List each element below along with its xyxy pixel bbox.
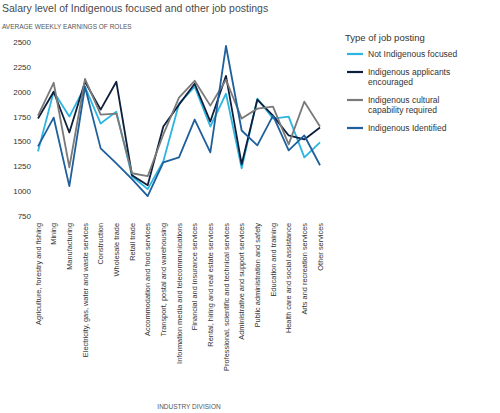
x-axis-label: INDUSTRY DIVISION — [157, 403, 221, 410]
y-tick — [32, 216, 34, 217]
y-tick-label: 2000 — [13, 88, 31, 97]
y-tick-label: 750 — [18, 212, 32, 221]
title: Salary level of Indigenous focused and o… — [2, 2, 268, 14]
x-tick-label: Manufacturing — [65, 223, 74, 270]
x-tick-label: Health care and social assistance — [284, 223, 293, 333]
y-tick — [32, 166, 34, 167]
x-tick-label: Transport, postal and warehousing — [159, 223, 168, 337]
y-tick-label: 1250 — [13, 162, 31, 171]
legend-label: Indigenous culturalcapability required — [368, 95, 439, 115]
legend-label: Indigenous applicantsencouraged — [368, 67, 450, 87]
x-tick-label: Other services — [316, 223, 325, 271]
x-tick-label: Financial and insurance services — [190, 223, 199, 331]
legend-swatch — [347, 127, 363, 129]
legend-label: Indigenous Identified — [368, 123, 447, 133]
x-tick-label: Mining — [49, 223, 58, 245]
y-axis-label: AVERAGE WEEKLY EARNINGS OF ROLES — [2, 23, 132, 30]
series-line — [38, 76, 320, 185]
y-tick — [32, 91, 34, 92]
x-tick-label: Agriculture, forestry and fishing — [34, 223, 43, 325]
y-tick — [32, 116, 34, 117]
legend-swatch — [347, 53, 363, 55]
y-tick — [32, 191, 34, 192]
series-line — [38, 46, 320, 196]
x-tick-label: Administrative and support services — [237, 223, 246, 340]
x-tick-label: Accommodation and food services — [143, 223, 152, 336]
plot-area — [38, 46, 320, 196]
legend-swatch — [347, 71, 363, 73]
y-tick — [32, 141, 34, 142]
x-tick-label: Arts and recreation services — [300, 223, 309, 315]
y-tick-label: 1750 — [13, 113, 31, 122]
x-tick-label: Professional, scientific and technical s… — [222, 223, 231, 371]
legend-title: Type of job posting — [345, 32, 425, 43]
y-tick-label: 1500 — [13, 137, 31, 146]
x-tick-label: Retail trade — [128, 223, 137, 261]
x-tick-label: Public administration and safety — [253, 223, 262, 328]
x-tick-label: Education and training — [269, 223, 278, 297]
legend-swatch — [347, 99, 363, 101]
x-tick-label: Wholesale trade — [112, 223, 121, 276]
chart: Salary level of Indigenous focused and o… — [0, 0, 500, 413]
y-tick — [32, 42, 34, 43]
legend-label: Not Indigenous focused — [368, 49, 458, 59]
x-tick-label: Rental, hiring and real estate services — [206, 223, 215, 347]
y-tick-label: 2500 — [13, 38, 31, 47]
x-tick-label: Electricity, gas, water and waste servic… — [81, 223, 90, 357]
y-tick-label: 2250 — [13, 63, 31, 72]
x-tick-label: Information media and telecommunications — [175, 223, 184, 364]
y-tick — [32, 66, 34, 67]
x-tick-label: Construction — [96, 223, 105, 265]
y-tick-label: 1000 — [13, 187, 31, 196]
